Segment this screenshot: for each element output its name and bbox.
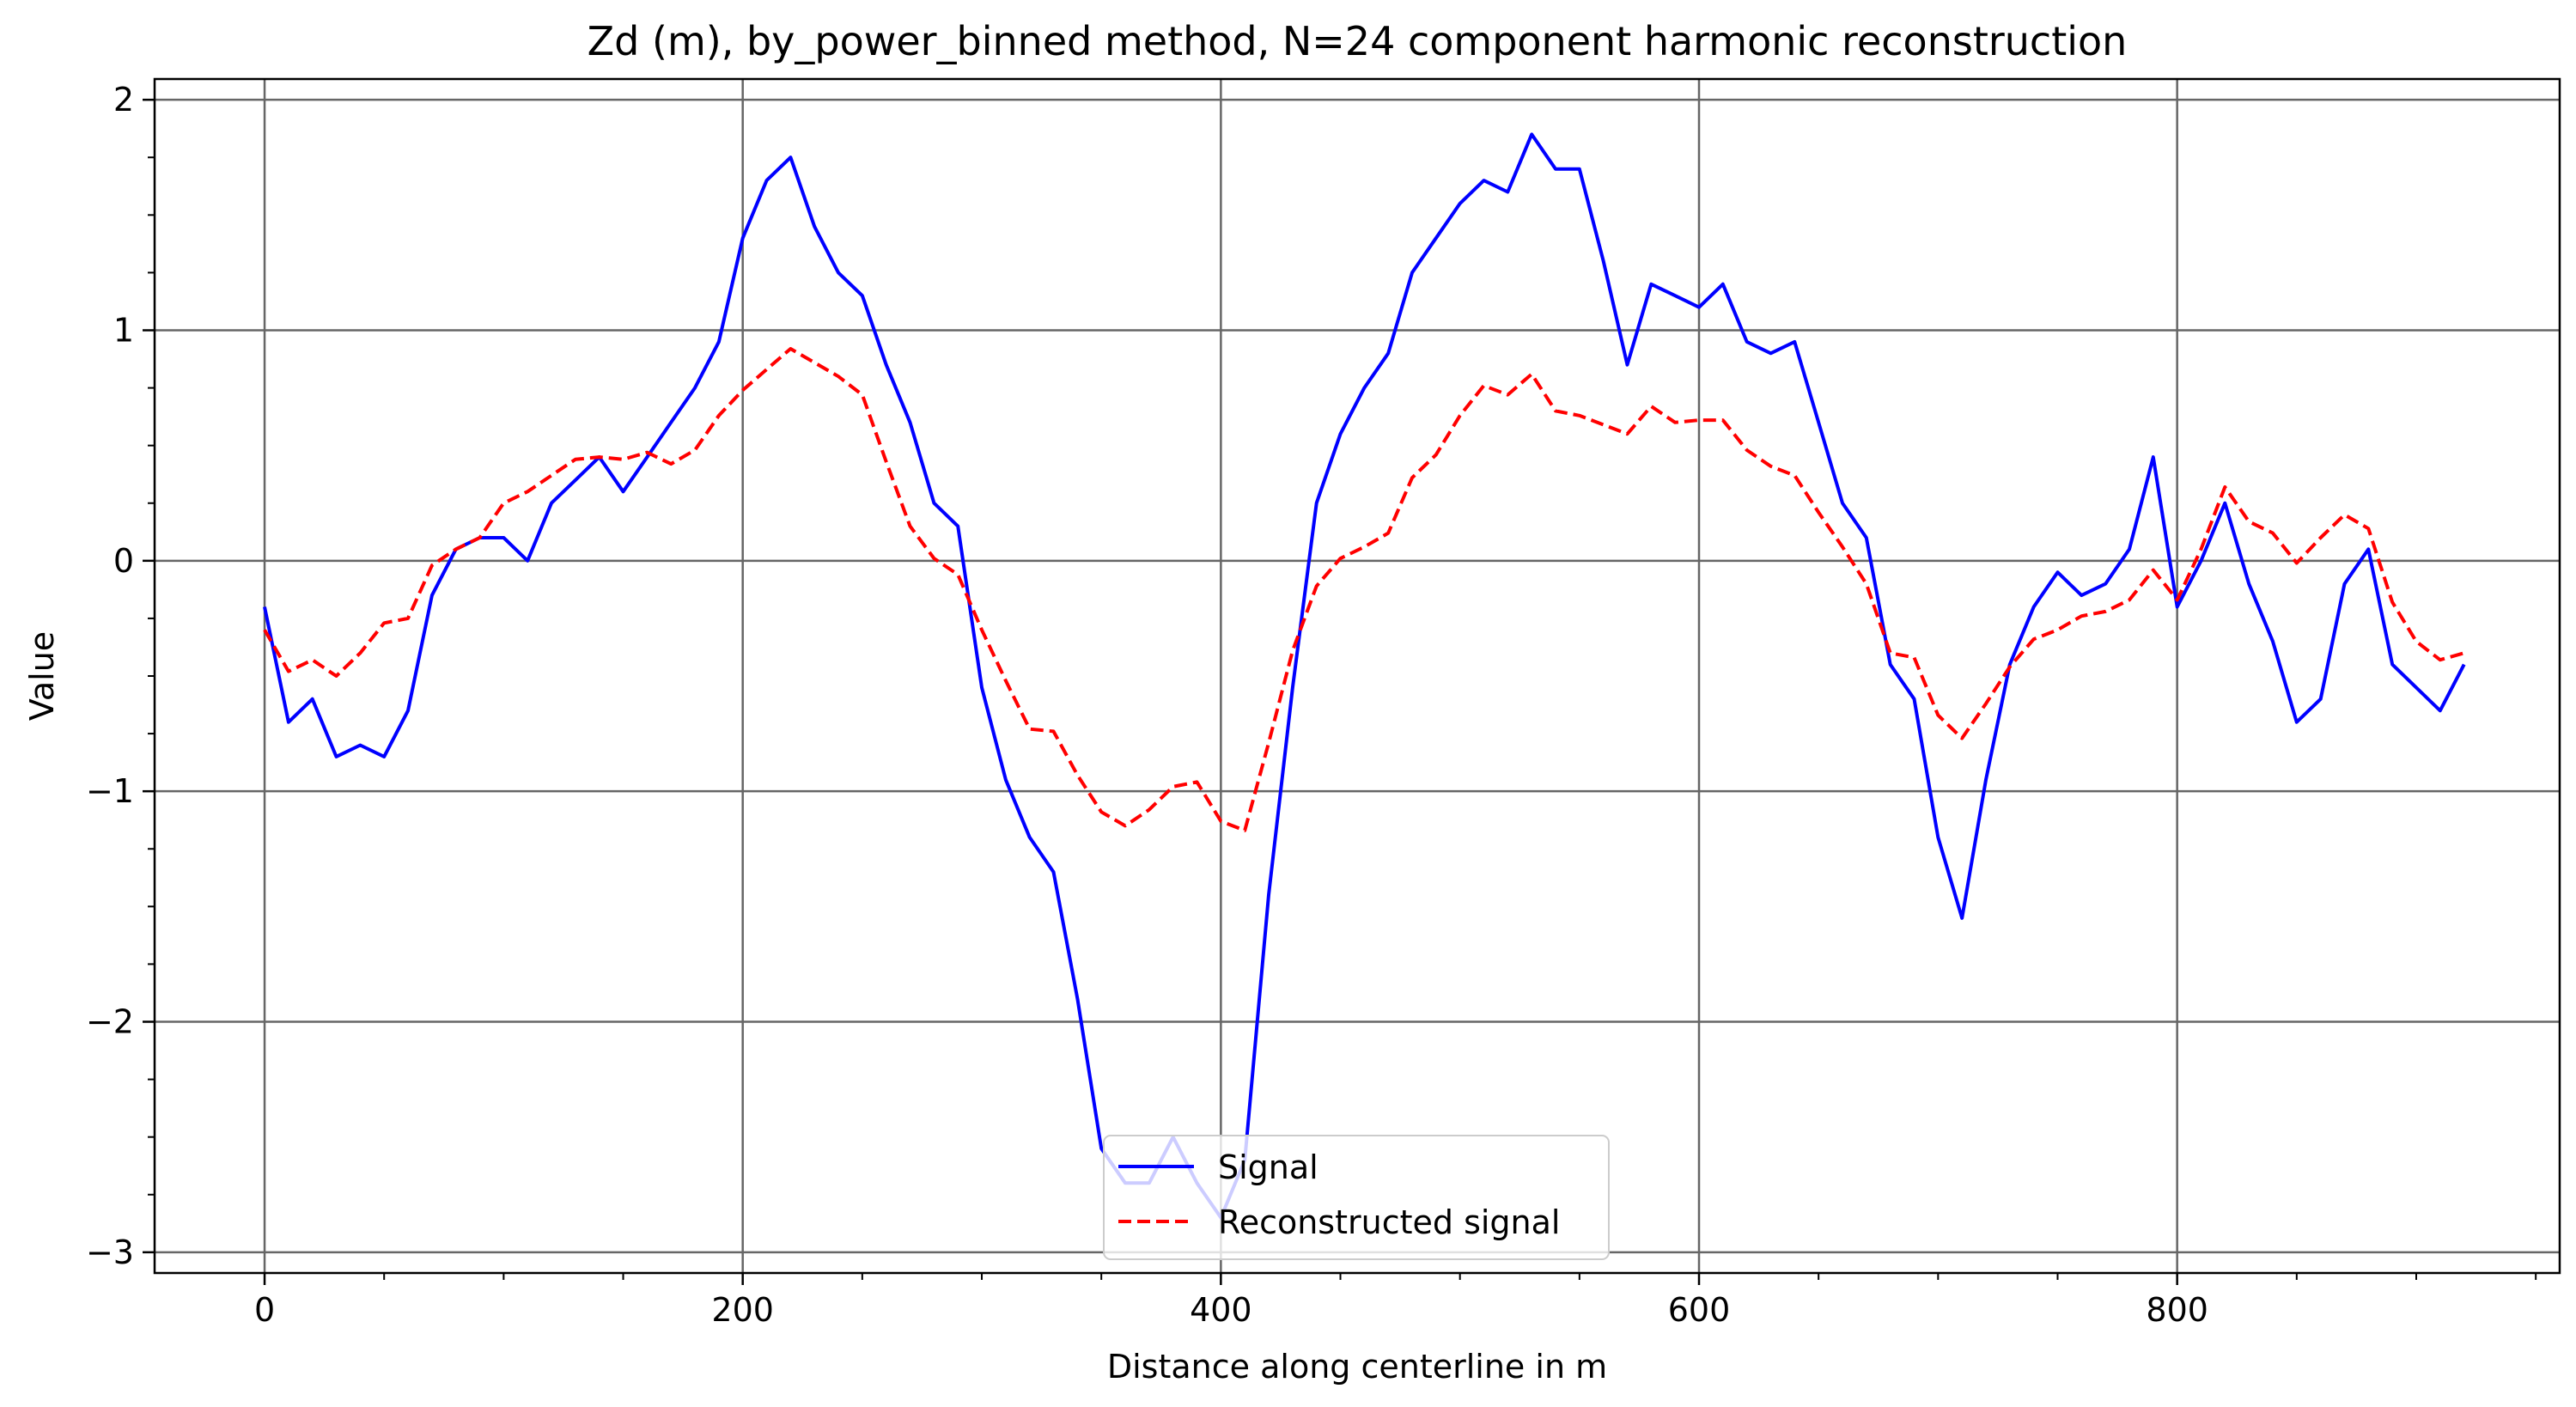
y-tick-label: 2 [113, 81, 134, 119]
y-tick-label: 1 [113, 311, 134, 349]
y-tick-label: −3 [86, 1233, 134, 1271]
legend-box [1103, 1135, 1610, 1260]
plot-series [263, 132, 2466, 1220]
series-line-reconstructed-signal [263, 347, 2465, 832]
x-tick-label: 400 [1190, 1291, 1252, 1329]
y-tick-label: −1 [86, 772, 134, 810]
y-tick-label: 0 [113, 542, 134, 580]
x-tick-label: 200 [711, 1291, 774, 1329]
x-tick-label: 600 [1668, 1291, 1731, 1329]
legend-label-signal: Signal [1218, 1148, 1318, 1186]
y-tick-label: −2 [86, 1003, 134, 1041]
y-axis-label: Value [23, 631, 61, 721]
legend: Signal Reconstructed signal [1103, 1135, 1610, 1260]
legend-label-reconstructed-signal: Reconstructed signal [1218, 1203, 1560, 1241]
grid-lines [155, 79, 2560, 1273]
x-tick-label: 800 [2146, 1291, 2208, 1329]
series-line-signal [263, 132, 2466, 1220]
axis-ticks: 0 200 400 600 800 −3 −2 −1 0 1 2 [86, 81, 2537, 1329]
chart-title: Zd (m), by_power_binned method, N=24 com… [588, 18, 2128, 64]
x-axis-label: Distance along centerline in m [1107, 1348, 1607, 1386]
x-tick-label: 0 [254, 1291, 275, 1329]
